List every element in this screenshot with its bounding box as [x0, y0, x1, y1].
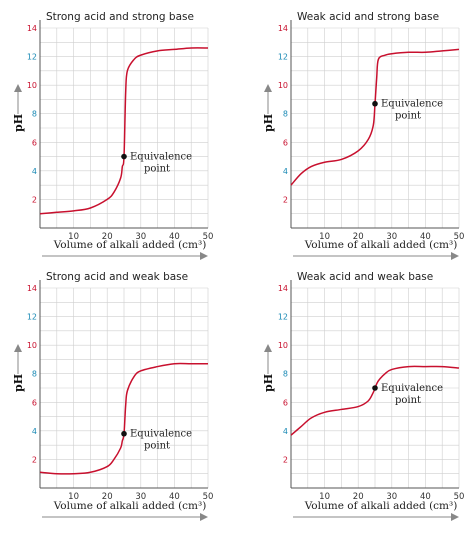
- y-tick-label: 6: [283, 398, 288, 407]
- y-axis-label: pH: [262, 374, 275, 392]
- y-tick-label: 10: [27, 81, 37, 90]
- y-tick-label: 14: [278, 284, 288, 293]
- y-axis-label: pH: [12, 374, 25, 392]
- y-tick-label: 10: [278, 81, 288, 90]
- y-axis-label: pH: [262, 114, 275, 132]
- x-axis-label: Volume of alkali added (cm³): [53, 500, 207, 512]
- y-axis-label: pH: [12, 114, 25, 132]
- x-tick-label: 50: [454, 492, 465, 502]
- x-tick-label: 20: [102, 232, 113, 242]
- y-tick-label: 2: [32, 455, 37, 464]
- x-tick-label: 50: [454, 232, 465, 242]
- y-tick-label: 14: [27, 284, 37, 293]
- x-tick-label: 10: [68, 492, 79, 502]
- x-axis-label: Volume of alkali added (cm³): [304, 500, 458, 512]
- y-tick-label: 12: [27, 53, 37, 62]
- equivalence-point-label: point: [144, 441, 170, 452]
- x-tick-label: 20: [102, 492, 113, 502]
- x-tick-label: 10: [319, 232, 330, 242]
- y-tick-label: 8: [32, 370, 37, 379]
- y-tick-label: 12: [278, 313, 288, 322]
- chart-title: Weak acid and weak base: [297, 271, 433, 283]
- equivalence-point-label: point: [144, 164, 170, 175]
- chart-panel-3: Strong acid and weak base 2 4 6 8 10 12 14 10 20 3…: [12, 271, 214, 521]
- y-tick-label: 8: [32, 110, 37, 119]
- y-tick-label: 4: [32, 167, 37, 176]
- y-tick-label: 2: [32, 195, 37, 204]
- chart-panel-4: Weak acid and weak base 2 4 6 8 10 12 14 10 20 30 4…: [262, 271, 465, 521]
- chart-title: Strong acid and weak base: [46, 271, 188, 283]
- x-tick-label: 10: [319, 492, 330, 502]
- y-tick-label: 14: [278, 24, 288, 33]
- equivalence-point-label: Equivalence: [130, 429, 192, 440]
- chart-title: Strong acid and strong base: [46, 11, 194, 23]
- equivalence-point-label: Equivalence: [130, 152, 192, 163]
- x-tick-label: 30: [386, 232, 397, 242]
- x-tick-label: 30: [386, 492, 397, 502]
- y-tick-label: 4: [283, 427, 288, 436]
- y-tick-label: 8: [283, 370, 288, 379]
- x-tick-label: 40: [420, 492, 431, 502]
- chart-panel-1: Strong acid and strong base 2 4 6 8 10 12 14 10 2…: [12, 11, 214, 260]
- y-tick-label: 4: [32, 427, 37, 436]
- y-tick-label: 12: [27, 313, 37, 322]
- y-tick-label: 8: [283, 110, 288, 119]
- y-tick-label: 2: [283, 455, 288, 464]
- y-tick-label: 12: [278, 53, 288, 62]
- chart-panel-2: Weak acid and strong base 2 4 6 8 10 12 14 10 20 3…: [262, 11, 465, 260]
- x-tick-label: 40: [420, 232, 431, 242]
- y-tick-label: 10: [278, 341, 288, 350]
- x-tick-label: 40: [169, 232, 180, 242]
- x-tick-label: 50: [203, 232, 214, 242]
- x-tick-label: 20: [353, 492, 364, 502]
- equivalence-point-label: point: [395, 395, 421, 406]
- x-tick-label: 40: [169, 492, 180, 502]
- y-tick-label: 6: [32, 138, 37, 147]
- equivalence-point-marker: [372, 100, 378, 107]
- x-axis-label: Volume of alkali added (cm³): [53, 239, 207, 251]
- y-tick-label: 6: [32, 398, 37, 407]
- equivalence-point-label: Equivalence: [381, 383, 443, 394]
- x-tick-label: 20: [353, 232, 364, 242]
- y-tick-label: 2: [283, 195, 288, 204]
- x-tick-label: 10: [68, 232, 79, 242]
- y-tick-label: 6: [283, 138, 288, 147]
- x-tick-label: 30: [135, 492, 146, 502]
- equivalence-point-marker: [372, 385, 378, 391]
- equivalence-point-marker: [121, 153, 127, 160]
- x-tick-label: 30: [135, 232, 146, 242]
- equivalence-point-label: point: [395, 111, 421, 122]
- equivalence-point-label: Equivalence: [381, 99, 443, 110]
- chart-title: Weak acid and strong base: [297, 11, 439, 23]
- y-tick-label: 10: [27, 341, 37, 350]
- y-tick-label: 14: [27, 24, 37, 33]
- equivalence-point-marker: [121, 430, 127, 437]
- x-axis-label: Volume of alkali added (cm³): [304, 239, 458, 251]
- y-tick-label: 4: [283, 167, 288, 176]
- x-tick-label: 50: [203, 492, 214, 502]
